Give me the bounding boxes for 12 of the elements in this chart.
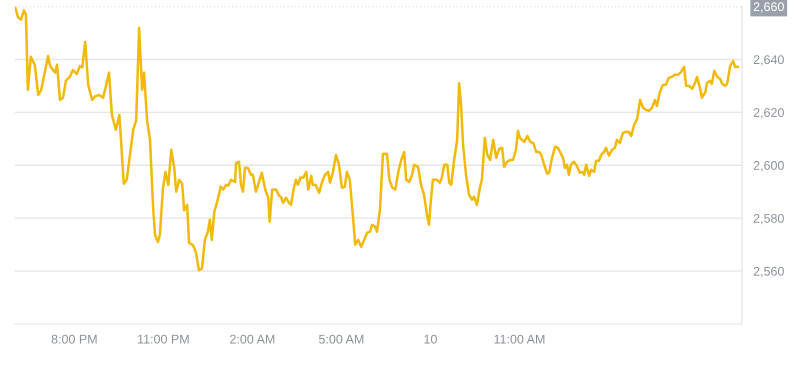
y-tick-label: 2,660	[754, 2, 784, 13]
y-tick-label: 2,560	[754, 266, 784, 278]
x-tick-label: 10	[424, 334, 437, 344]
y-tick-label: 2,640	[754, 55, 784, 66]
x-tick-label: 8:00 PM	[52, 334, 97, 344]
x-tick-label: 5:00 AM	[318, 334, 364, 344]
y-tick-label: 2,620	[754, 108, 784, 118]
y-tick-label: 2,580	[754, 214, 784, 224]
y-tick-label: 2,600	[754, 161, 784, 172]
x-tick-label: 11:00 PM	[138, 334, 189, 344]
x-tick-label: 11:00 AM	[494, 334, 544, 344]
x-tick-label: 2:00 AM	[230, 334, 274, 344]
